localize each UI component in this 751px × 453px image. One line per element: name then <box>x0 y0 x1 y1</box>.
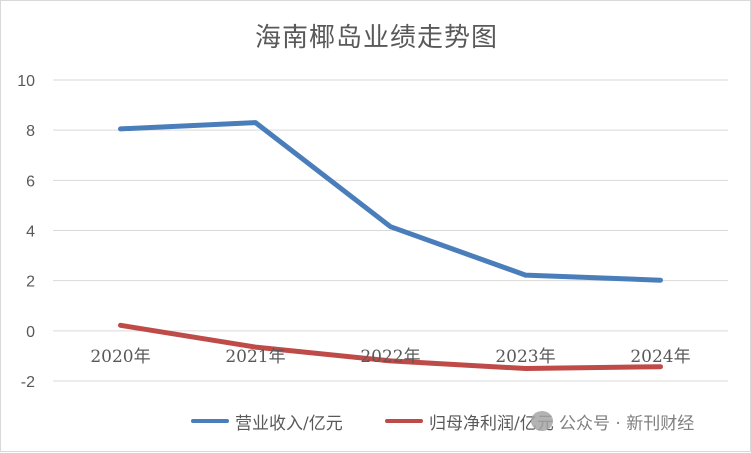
series-lines <box>118 120 663 371</box>
x-tick-label: 2023年 <box>495 347 555 367</box>
y-tick-label: 2 <box>26 274 35 291</box>
chart-title: 海南椰岛业绩走势图 <box>254 23 498 53</box>
watermark-text: 公众号 · 新刊财经 <box>559 413 695 434</box>
legend-swatch-net-profit <box>385 419 423 423</box>
legend-swatch-revenue <box>191 419 229 423</box>
series-line-revenue <box>118 120 663 283</box>
y-tick-labels: -2 0 2 4 6 8 10 <box>17 73 35 391</box>
x-tick-label: 2021年 <box>225 347 285 367</box>
x-tick-label: 2020年 <box>90 347 150 367</box>
legend-label-revenue: 营业收入/亿元 <box>235 413 343 434</box>
x-tick-label: 2024年 <box>630 347 690 367</box>
legend-item-net-profit: 归母净利润/亿元 <box>385 408 554 434</box>
legend-label-net-profit: 归母净利润/亿元 <box>429 413 554 434</box>
y-tick-label: 0 <box>26 324 35 341</box>
y-tick-label: -2 <box>21 374 35 391</box>
x-tick-labels: 2020年 2021年 2022年 2023年 2024年 <box>90 347 690 367</box>
y-tick-label: 10 <box>17 73 35 90</box>
series-line-net-profit <box>118 322 663 371</box>
wechat-logo-icon <box>531 411 553 431</box>
x-tick-label: 2022年 <box>360 347 420 367</box>
y-tick-label: 4 <box>26 224 35 241</box>
legend-item-revenue: 营业收入/亿元 <box>191 408 343 434</box>
y-tick-label: 6 <box>26 173 35 190</box>
y-tick-label: 8 <box>26 123 35 140</box>
watermark: 公众号 · 新刊财经 <box>531 407 694 435</box>
